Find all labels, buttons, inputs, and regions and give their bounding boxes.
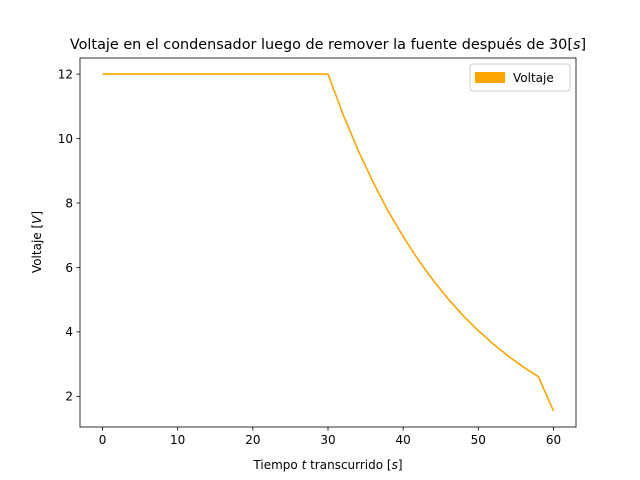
x-tick-label: 60	[546, 433, 561, 447]
x-tick-label: 50	[471, 433, 486, 447]
chart-title: Voltaje en el condensador luego de remov…	[70, 37, 586, 53]
x-tick-label: 20	[245, 433, 260, 447]
x-tick-label: 30	[320, 433, 335, 447]
y-axis-ticks: 2 4 6 8 10 12	[58, 67, 80, 404]
x-tick-label: 40	[396, 433, 411, 447]
x-tick-label: 0	[99, 433, 107, 447]
y-tick-label: 6	[65, 261, 73, 275]
y-tick-label: 8	[65, 196, 73, 210]
x-axis-ticks: 0 10 20 30 40 50 60	[99, 427, 561, 447]
legend-label: Voltaje	[513, 71, 554, 85]
y-tick-label: 4	[65, 325, 73, 339]
y-axis-label: Voltaje [V]	[30, 211, 44, 273]
series-lines	[102, 73, 555, 412]
legend-swatch	[475, 72, 505, 83]
x-tick-label: 10	[170, 433, 185, 447]
y-tick-label: 2	[65, 390, 73, 404]
legend: Voltaje	[469, 63, 571, 92]
y-tick-label: 12	[58, 67, 73, 81]
plot-frame	[79, 57, 577, 428]
series-line-voltaje	[102, 73, 555, 412]
y-tick-label: 10	[58, 132, 73, 146]
plot-area	[79, 57, 577, 428]
x-axis-label: Tiempo t transcurrido [s]	[252, 458, 402, 472]
legend-frame	[469, 63, 571, 92]
